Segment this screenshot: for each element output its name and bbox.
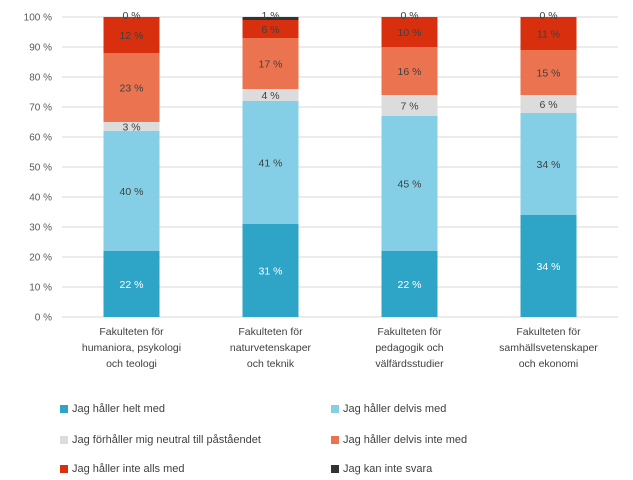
bar-segment bbox=[381, 116, 438, 251]
bar-segment bbox=[520, 95, 577, 113]
bar-segment bbox=[381, 17, 438, 47]
bar-segment bbox=[103, 17, 160, 53]
data-label: 31 % bbox=[259, 266, 283, 278]
data-label: 41 % bbox=[259, 158, 283, 170]
y-tick-label: 0 % bbox=[35, 313, 52, 324]
y-tick-label: 20 % bbox=[29, 253, 52, 264]
y-tick-label: 70 % bbox=[29, 103, 52, 114]
data-label: 15 % bbox=[537, 68, 561, 80]
y-tick-label: 50 % bbox=[29, 163, 52, 174]
y-tick-label: 60 % bbox=[29, 133, 52, 144]
data-label: 0 % bbox=[122, 10, 140, 22]
bar-segment bbox=[242, 17, 299, 20]
data-label: 16 % bbox=[398, 66, 422, 78]
y-tick-label: 90 % bbox=[29, 43, 52, 54]
bar-segment bbox=[103, 53, 160, 122]
y-tick-label: 40 % bbox=[29, 193, 52, 204]
bar-segment bbox=[242, 89, 299, 101]
data-label: 1 % bbox=[261, 10, 279, 22]
data-label: 34 % bbox=[537, 261, 561, 273]
data-label: 10 % bbox=[398, 27, 422, 39]
y-tick-label: 80 % bbox=[29, 73, 52, 84]
x-category-label: och teologi bbox=[106, 358, 157, 370]
bar-segment bbox=[381, 47, 438, 95]
data-label: 0 % bbox=[539, 10, 557, 22]
x-category-label: samhällsvetenskaper bbox=[499, 342, 598, 354]
data-label: 17 % bbox=[259, 59, 283, 71]
y-tick-label: 30 % bbox=[29, 223, 52, 234]
data-label: 0 % bbox=[400, 10, 418, 22]
data-label: 4 % bbox=[261, 90, 279, 102]
data-label: 45 % bbox=[398, 179, 422, 191]
data-label: 23 % bbox=[120, 83, 144, 95]
data-label: 12 % bbox=[120, 30, 144, 42]
data-label: 7 % bbox=[400, 101, 418, 113]
data-label: 22 % bbox=[398, 279, 422, 291]
y-tick-label: 100 % bbox=[24, 13, 52, 24]
data-label: 40 % bbox=[120, 186, 144, 198]
bar-segment bbox=[381, 251, 438, 317]
data-label: 3 % bbox=[122, 122, 140, 134]
x-category-label: och ekonomi bbox=[519, 358, 579, 370]
x-category-label: Fakulteten för bbox=[516, 326, 581, 338]
bar-segment bbox=[520, 17, 577, 50]
x-category-label: Fakulteten för bbox=[377, 326, 442, 338]
data-label: 6 % bbox=[261, 24, 279, 36]
x-category-label: och teknik bbox=[247, 358, 295, 370]
bar-segment bbox=[242, 101, 299, 224]
bar-segment bbox=[242, 224, 299, 317]
data-label: 6 % bbox=[539, 99, 557, 111]
bar-segment bbox=[520, 215, 577, 317]
x-category-label: välfärdsstudier bbox=[375, 358, 444, 370]
x-category-label: naturvetenskaper bbox=[230, 342, 312, 354]
bar-segment bbox=[520, 113, 577, 215]
x-category-label: pedagogik och bbox=[375, 342, 443, 354]
bar-segment bbox=[381, 95, 438, 116]
x-category-label: humaniora, psykologi bbox=[82, 342, 181, 354]
x-category-label: Fakulteten för bbox=[99, 326, 164, 338]
data-label: 11 % bbox=[537, 29, 560, 41]
bar-segment bbox=[103, 251, 160, 317]
bar-segment bbox=[242, 20, 299, 38]
bar-segment bbox=[520, 50, 577, 95]
y-tick-label: 10 % bbox=[29, 283, 52, 294]
data-label: 22 % bbox=[120, 279, 144, 291]
bar-segment bbox=[242, 38, 299, 89]
bar-segment bbox=[103, 122, 160, 131]
x-category-label: Fakulteten för bbox=[238, 326, 303, 338]
bar-segment bbox=[103, 131, 160, 251]
data-label: 34 % bbox=[537, 159, 561, 171]
